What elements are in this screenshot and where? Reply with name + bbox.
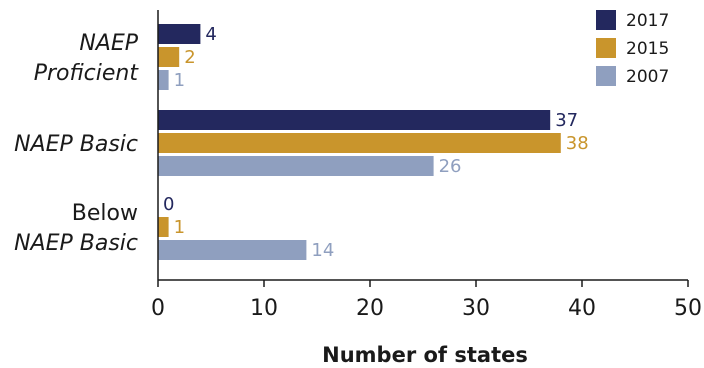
x-tick-label-40: 40 [568, 296, 596, 321]
data-label-2007-2: 14 [311, 240, 334, 261]
data-label-2017-0: 4 [205, 24, 216, 45]
legend-label-2015: 2015 [626, 39, 669, 59]
category-label-1-line-0: NAEP Basic [14, 132, 138, 157]
bar-2007-1 [158, 156, 434, 176]
legend-label-2017: 2017 [626, 11, 669, 31]
legend-label-2007: 2007 [626, 67, 669, 87]
bar-2015-1 [158, 133, 561, 153]
category-labels: NAEP Proficient NAEP Basic Below NAEP Basic [14, 31, 139, 256]
bar-2015-2 [158, 217, 169, 237]
category-label-0-line-1: Proficient [34, 61, 140, 86]
data-label-2017-2: 0 [163, 194, 174, 215]
data-label-2017-1: 37 [555, 110, 578, 131]
bar-2017-1 [158, 110, 551, 130]
data-label-2015-1: 38 [566, 133, 589, 154]
data-label-2015-2: 1 [174, 217, 185, 238]
data-label-2007-0: 1 [174, 70, 185, 91]
x-tick-label-30: 30 [462, 296, 490, 321]
legend: 2017 2015 2007 [596, 10, 669, 87]
bar-2007-0 [158, 70, 169, 90]
category-label-2-line-1: NAEP Basic [14, 231, 138, 256]
category-label-2-line-0: Below [72, 201, 138, 226]
legend-swatch-2007 [596, 66, 616, 86]
x-tick-label-10: 10 [250, 296, 278, 321]
category-label-0-line-0: NAEP [79, 31, 138, 56]
data-label-2007-1: 26 [439, 156, 462, 177]
bar-2007-2 [158, 240, 307, 260]
x-tick-label-50: 50 [674, 296, 702, 321]
bar-2015-0 [158, 47, 180, 67]
legend-swatch-2017 [596, 10, 616, 30]
x-axis-title: Number of states [322, 343, 528, 367]
data-label-2015-0: 2 [184, 47, 195, 68]
legend-swatch-2015 [596, 38, 616, 58]
x-tick-label-20: 20 [356, 296, 384, 321]
x-tick-label-0: 0 [151, 296, 165, 321]
bars-layer [158, 24, 561, 260]
bar-2017-0 [158, 24, 201, 44]
x-axis: 0 10 20 30 40 50 [151, 280, 702, 321]
